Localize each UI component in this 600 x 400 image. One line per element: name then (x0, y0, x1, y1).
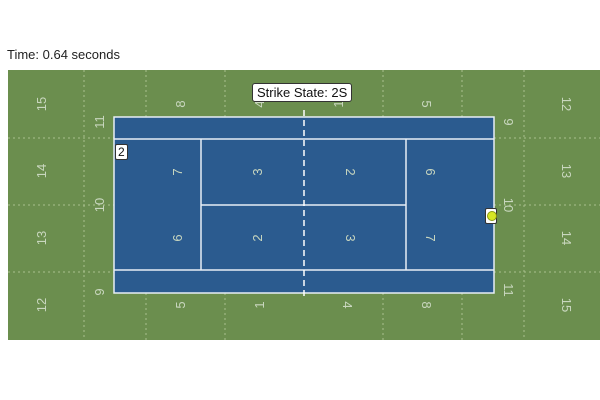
player-left-tag: 2 (115, 144, 128, 160)
field-zone-grid (8, 70, 600, 340)
zone-label: 10 (92, 198, 107, 212)
zone-label: 2 (250, 234, 265, 241)
tennis-ball (487, 211, 497, 221)
zone-label: 2 (343, 168, 358, 175)
zone-label: 6 (170, 234, 185, 241)
zone-label: 15 (34, 97, 49, 111)
time-label: Time: 0.64 seconds (7, 47, 120, 62)
zone-label: 4 (252, 100, 267, 107)
zone-label: 11 (501, 283, 516, 297)
zone-label: 5 (419, 100, 434, 107)
strike-state-label: Strike State: 2S (252, 83, 353, 102)
zone-label: 7 (423, 234, 438, 241)
zone-label: 4 (340, 301, 355, 308)
zone-label: 13 (34, 231, 49, 245)
zone-label: 11 (92, 115, 107, 129)
zone-label: 8 (419, 301, 434, 308)
zone-label: 14 (559, 231, 574, 245)
zone-label: 13 (559, 164, 574, 178)
zone-label: 5 (173, 301, 188, 308)
zone-numbers: 15 14 13 12 12 13 14 15 8 4 1 5 5 1 4 8 … (34, 97, 574, 312)
zone-label: 8 (173, 100, 188, 107)
zone-label: 1 (252, 301, 267, 308)
zone-label: 15 (559, 298, 574, 312)
zone-label: 14 (34, 164, 49, 178)
zone-label: 3 (250, 168, 265, 175)
zone-label: 12 (559, 97, 574, 111)
zone-label: 6 (423, 168, 438, 175)
zone-label: 9 (92, 288, 107, 295)
zone-label: 3 (343, 234, 358, 241)
zone-label: 12 (34, 298, 49, 312)
zone-label: 9 (501, 118, 516, 125)
zone-label: 10 (501, 198, 516, 212)
zone-label: 7 (170, 168, 185, 175)
zone-label: 1 (331, 100, 346, 107)
